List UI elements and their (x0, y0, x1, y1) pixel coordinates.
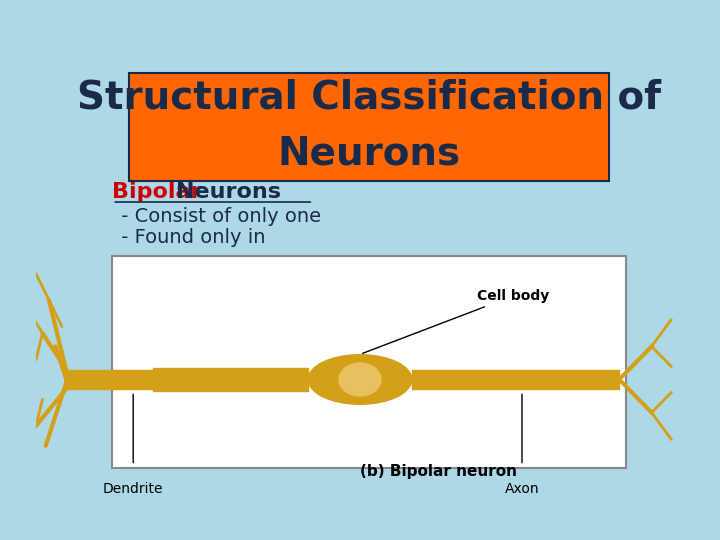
Text: Bipolar: Bipolar (112, 181, 210, 201)
Text: Neurons: Neurons (176, 181, 282, 201)
Text: Axon: Axon (505, 482, 539, 496)
Text: Structural Classification of
Neurons: Structural Classification of Neurons (77, 78, 661, 172)
Ellipse shape (339, 363, 381, 396)
Text: (b) Bipolar neuron: (b) Bipolar neuron (360, 464, 517, 479)
FancyBboxPatch shape (112, 256, 626, 468)
Text: Dendrite: Dendrite (103, 482, 163, 496)
Text: - Found only in: - Found only in (115, 228, 272, 247)
Text: - Consist of only one: - Consist of only one (115, 207, 328, 226)
Ellipse shape (308, 355, 412, 404)
Text: Cell body: Cell body (363, 289, 549, 353)
FancyBboxPatch shape (129, 73, 609, 181)
